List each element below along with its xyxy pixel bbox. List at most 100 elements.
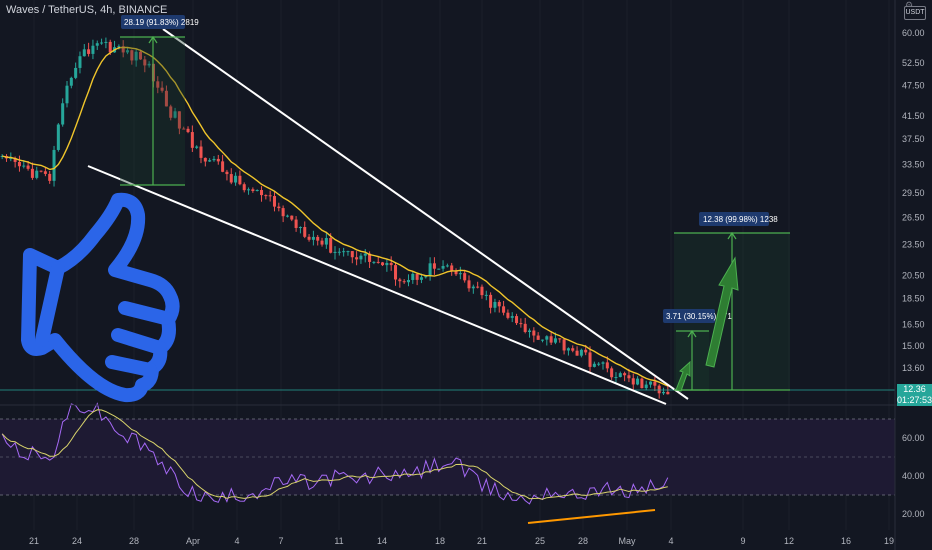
symbol-title[interactable]: Waves / TetherUS, 4h, BINANCE: [6, 4, 168, 16]
candle: [52, 145, 56, 187]
time-tick-label: 19: [884, 536, 894, 546]
price-tick-label: 47.50: [902, 81, 925, 91]
candle: [147, 61, 151, 68]
candle: [342, 247, 346, 257]
candle: [579, 348, 583, 358]
rsi-tick-label: 60.00: [902, 433, 925, 443]
price-tick-label: 41.50: [902, 111, 925, 121]
candle: [298, 226, 302, 234]
candle: [432, 257, 436, 275]
upper-trendline[interactable]: [162, 28, 689, 400]
candle: [463, 269, 467, 283]
price-tick-label: 13.60: [902, 363, 925, 373]
candle: [39, 170, 43, 173]
candle: [48, 170, 52, 184]
candle: [100, 38, 104, 45]
candle: [631, 373, 635, 391]
candle: [169, 104, 173, 121]
candle: [394, 262, 398, 286]
candle: [636, 376, 640, 386]
candle: [536, 332, 540, 340]
candle: [294, 216, 298, 232]
candle: [623, 371, 627, 382]
candle: [467, 275, 471, 292]
measure-box-1[interactable]: 28.19 (91.83%) 2819: [120, 15, 199, 186]
candle: [441, 260, 445, 272]
candle: [164, 85, 168, 107]
candle: [346, 250, 350, 256]
candle: [61, 98, 65, 127]
candle: [216, 154, 220, 165]
time-tick-label: 18: [435, 536, 445, 546]
price-tick-label: 15.00: [902, 341, 925, 351]
time-tick-label: Apr: [186, 536, 200, 546]
measure-box-3[interactable]: 3.71 (30.15%) 371: [663, 309, 732, 391]
candle: [69, 76, 73, 89]
candle: [355, 251, 359, 266]
candle: [320, 237, 324, 247]
candle: [104, 37, 108, 49]
price-tick-label: 20.50: [902, 270, 925, 280]
candle: [229, 168, 233, 185]
symbol-header[interactable]: Waves / TetherUS, 4h, BINANCE: [6, 4, 167, 16]
thumbs-up-icon: [21, 192, 180, 403]
price-tick-label: 52.50: [902, 58, 925, 68]
price-tick-label: 33.50: [902, 160, 925, 170]
candle: [398, 277, 402, 288]
candle: [489, 292, 493, 314]
candle: [614, 372, 618, 384]
candle: [130, 49, 134, 65]
price-axis[interactable]: 60.00 52.50 47.50 41.50 37.50 33.50 29.50 26.50…: [902, 28, 925, 373]
candle: [476, 281, 480, 289]
candle: [493, 298, 497, 313]
candle: [458, 266, 462, 280]
price-pane[interactable]: [0, 37, 670, 399]
last-price-tag: 12.36 01:27:53: [897, 384, 932, 406]
rsi-ma-line: [1, 409, 668, 500]
rsi-pane[interactable]: [0, 402, 895, 524]
candle: [588, 346, 592, 374]
candle: [480, 284, 484, 299]
candle: [649, 381, 653, 388]
price-tick-label: 16.50: [902, 319, 925, 329]
candle: [657, 384, 661, 399]
time-tick-label: 4: [234, 536, 239, 546]
currency-button[interactable]: USDT: [904, 6, 926, 20]
candle: [260, 186, 264, 202]
candle: [87, 42, 91, 57]
candle: [138, 49, 142, 60]
candle: [610, 366, 614, 380]
candle: [264, 194, 268, 200]
candle: [545, 335, 549, 346]
candle: [506, 309, 510, 320]
candle: [316, 234, 320, 246]
rsi-axis[interactable]: 60.00 40.00 20.00: [902, 433, 925, 519]
time-axis[interactable]: 21 24 28 Apr 4 7 11 14 18 21 25 28 May 4 9 12 16 19: [29, 536, 894, 546]
candle: [91, 39, 95, 60]
candle: [173, 107, 177, 119]
candle: [402, 279, 406, 284]
candle: [558, 338, 562, 343]
candle: [497, 300, 501, 313]
rsi-tick-label: 40.00: [902, 471, 925, 481]
candle: [428, 257, 432, 281]
candle: [592, 361, 596, 368]
time-tick-label: 14: [377, 536, 387, 546]
candle: [363, 249, 367, 263]
candle: [575, 346, 579, 356]
candle: [510, 312, 514, 323]
candle: [195, 145, 199, 150]
candle: [43, 167, 47, 177]
time-tick-label: 21: [477, 536, 487, 546]
price-tick-label: 29.50: [902, 188, 925, 198]
candle: [307, 233, 311, 242]
candle: [35, 166, 39, 180]
candle: [143, 56, 147, 73]
candle: [134, 48, 138, 67]
lower-trendline[interactable]: [87, 165, 667, 405]
candle: [272, 190, 276, 212]
gear-icon[interactable]: ⚙: [905, 0, 914, 10]
candle: [17, 155, 21, 172]
candle: [445, 263, 449, 268]
